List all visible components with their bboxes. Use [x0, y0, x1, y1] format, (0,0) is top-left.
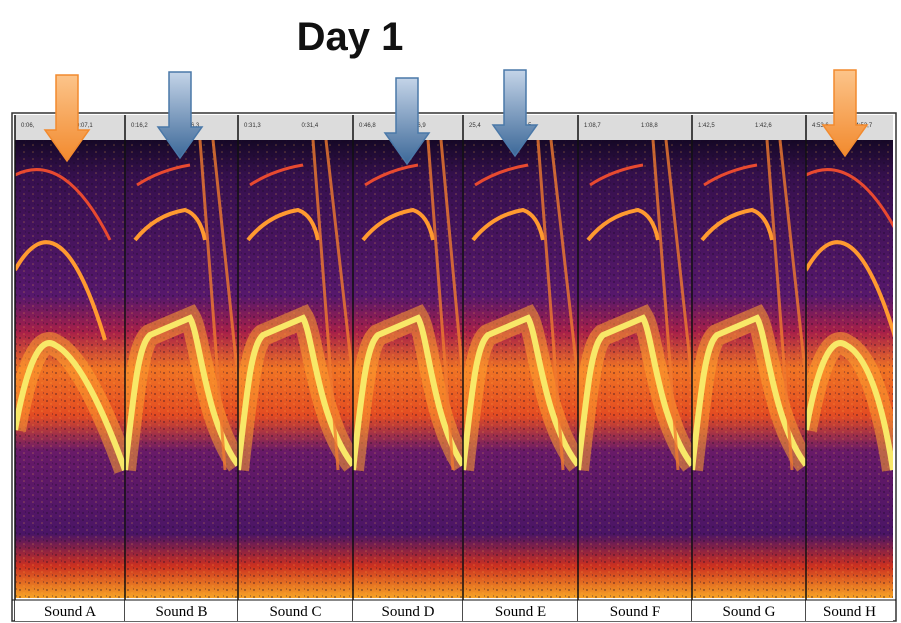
- panel-label: Sound F: [610, 604, 660, 620]
- arrow: [383, 77, 431, 166]
- streak: [536, 140, 565, 471]
- streak: [651, 140, 680, 471]
- spectrogram: [578, 140, 692, 598]
- streak: [549, 140, 578, 381]
- fundamental: [353, 314, 463, 471]
- label-bg: [692, 600, 806, 621]
- spectrogram: [692, 140, 806, 598]
- harmonic: [15, 168, 112, 241]
- spectrogram: [125, 140, 238, 598]
- harmonic: [586, 207, 660, 242]
- harmonic: [133, 207, 207, 242]
- time-label: 1:42,5: [698, 123, 715, 129]
- panel-label: Sound A: [44, 604, 96, 620]
- fundamental: [578, 314, 692, 471]
- time-label: 1:42,6: [755, 123, 772, 129]
- time-label: 0:07,1: [76, 123, 93, 129]
- streak: [211, 140, 238, 381]
- time-label: 0:16,2: [131, 123, 148, 129]
- streak: [426, 140, 455, 471]
- harmonic: [136, 163, 191, 187]
- streak: [324, 140, 353, 381]
- fundamental: [238, 314, 353, 471]
- fundamental: [125, 314, 238, 471]
- time-label: 1:08,8: [641, 123, 658, 129]
- title: Day 1: [297, 15, 404, 59]
- panel-label: Sound C: [269, 604, 321, 620]
- harmonic: [471, 207, 545, 242]
- spectrogram: [15, 140, 125, 598]
- label-bg: [125, 600, 238, 621]
- arrow: [821, 69, 869, 158]
- streak: [664, 140, 692, 381]
- harmonic: [15, 240, 107, 341]
- arrow: [491, 69, 539, 158]
- streak: [311, 140, 340, 471]
- harmonic: [246, 207, 320, 242]
- harmonic: [589, 163, 644, 187]
- harmonic: [806, 168, 893, 229]
- label-bg: [353, 600, 463, 621]
- ruler: [692, 115, 806, 140]
- arrow: [156, 71, 204, 160]
- time-label: 4:53,6: [812, 123, 829, 129]
- time-label: 0:46,8: [359, 123, 376, 129]
- harmonic: [703, 163, 758, 187]
- arrow: [43, 74, 91, 163]
- harmonic: [700, 207, 774, 242]
- ruler: [238, 115, 353, 140]
- ruler: [578, 115, 692, 140]
- time-label: 0:06,: [21, 123, 35, 129]
- label-bg: [238, 600, 353, 621]
- time-label: 46,9: [414, 123, 426, 129]
- time-label: 1:08,7: [584, 123, 601, 129]
- panel-label: Sound E: [495, 604, 546, 620]
- fundamental: [806, 340, 893, 471]
- label-bg: [463, 600, 578, 621]
- spectrogram: [238, 140, 353, 598]
- harmonic: [361, 207, 435, 242]
- harmonic: [364, 163, 419, 187]
- fundamental: [15, 340, 125, 472]
- harmonic: [249, 163, 304, 187]
- spectrogram: [463, 140, 578, 598]
- label-bg: [578, 600, 692, 621]
- time-label: 0:31,3: [244, 123, 261, 129]
- panel-label: Sound B: [155, 604, 207, 620]
- time-label: 0:31,4: [302, 123, 319, 129]
- label-bg: [15, 600, 125, 621]
- spectrogram: [806, 140, 893, 598]
- panel-label: Sound G: [723, 604, 776, 620]
- label-bg: [806, 600, 893, 621]
- streak: [198, 140, 227, 471]
- fundamental: [692, 314, 806, 471]
- time-label: 16,3: [188, 123, 200, 129]
- streak: [765, 140, 794, 471]
- panel-label: Sound H: [823, 604, 876, 620]
- streak: [439, 140, 463, 381]
- streak: [778, 140, 806, 381]
- panel-label: Sound D: [382, 604, 435, 620]
- time-label: 25,4: [469, 123, 481, 129]
- harmonic: [474, 163, 529, 187]
- harmonic: [806, 240, 893, 338]
- fundamental: [463, 314, 578, 471]
- spectrogram: [353, 140, 463, 598]
